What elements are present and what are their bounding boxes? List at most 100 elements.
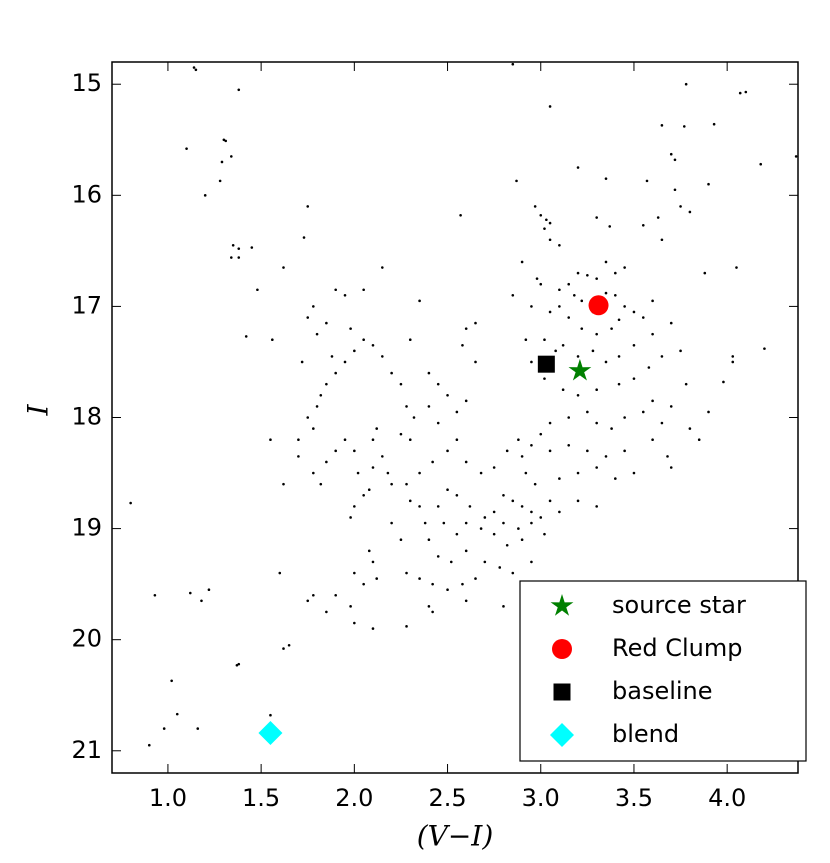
x-tick-label: 2.0 bbox=[335, 784, 373, 812]
star-point bbox=[647, 366, 651, 369]
star-point bbox=[162, 727, 166, 730]
star-point bbox=[641, 410, 645, 414]
star-point bbox=[548, 310, 552, 314]
star-point bbox=[459, 214, 462, 217]
star-point bbox=[399, 432, 403, 436]
star-point bbox=[617, 355, 621, 358]
star-point bbox=[455, 438, 459, 442]
star-point bbox=[524, 338, 528, 342]
star-point bbox=[520, 455, 524, 458]
star-point bbox=[586, 449, 589, 453]
star-point bbox=[479, 471, 483, 475]
star-point bbox=[558, 244, 561, 247]
star-point bbox=[614, 271, 617, 275]
star-point bbox=[170, 679, 173, 683]
marker bbox=[258, 721, 283, 746]
star-point bbox=[220, 160, 224, 164]
star-point bbox=[302, 236, 306, 239]
star-point bbox=[427, 605, 431, 608]
star-point bbox=[632, 377, 636, 380]
star-point bbox=[446, 488, 449, 492]
star-point bbox=[418, 577, 421, 580]
star-point bbox=[153, 593, 157, 597]
star-point bbox=[386, 471, 390, 475]
star-point bbox=[505, 543, 509, 547]
star-point bbox=[520, 538, 524, 542]
star-point bbox=[194, 68, 198, 72]
star-point bbox=[371, 343, 375, 347]
star-point bbox=[231, 244, 235, 247]
marker bbox=[588, 295, 609, 316]
star-point bbox=[474, 577, 477, 580]
star-point bbox=[567, 416, 571, 419]
star-point bbox=[312, 305, 315, 308]
x-tick-label: 4.0 bbox=[708, 784, 746, 812]
star-point bbox=[660, 421, 664, 425]
star-point bbox=[595, 216, 598, 219]
star-point bbox=[367, 549, 371, 553]
star-point bbox=[312, 593, 315, 597]
star-point bbox=[224, 139, 228, 143]
star-point bbox=[576, 271, 580, 275]
star-point bbox=[573, 293, 576, 297]
star-point bbox=[461, 343, 464, 347]
star-point bbox=[334, 371, 337, 375]
star-point bbox=[502, 493, 505, 497]
star-point bbox=[567, 443, 571, 447]
y-axis-label: I bbox=[22, 404, 55, 417]
star-point bbox=[408, 438, 412, 442]
star-point bbox=[455, 532, 459, 536]
star-point bbox=[707, 410, 710, 414]
star-point bbox=[371, 438, 375, 442]
x-tick-label: 1.5 bbox=[242, 784, 280, 812]
star-point bbox=[436, 555, 440, 558]
star-point bbox=[230, 155, 233, 158]
legend-box bbox=[519, 580, 807, 762]
star-point bbox=[306, 316, 310, 319]
star-point bbox=[502, 605, 505, 608]
star-point bbox=[515, 179, 518, 183]
y-tick-label: 21 bbox=[71, 736, 102, 764]
star-point bbox=[343, 360, 347, 364]
star-point bbox=[282, 647, 285, 650]
star-point bbox=[558, 477, 561, 480]
star-point bbox=[353, 505, 356, 508]
star-point bbox=[567, 316, 571, 319]
star-point bbox=[604, 177, 608, 180]
star-point bbox=[492, 510, 496, 514]
star-point bbox=[418, 505, 421, 508]
star-point bbox=[738, 91, 742, 95]
x-tick-label: 3.5 bbox=[615, 784, 653, 812]
star-point bbox=[595, 466, 598, 469]
y-tick-label: 16 bbox=[71, 180, 102, 208]
star-point bbox=[371, 560, 375, 564]
star-point bbox=[703, 271, 707, 275]
star-point bbox=[558, 305, 561, 308]
star-point bbox=[548, 105, 552, 108]
star-point bbox=[446, 588, 449, 591]
star-point bbox=[474, 360, 477, 364]
star-point bbox=[530, 305, 533, 308]
star-point bbox=[666, 455, 669, 458]
star-point bbox=[548, 449, 552, 453]
star-point bbox=[405, 405, 408, 408]
star-point bbox=[641, 224, 645, 227]
star-point bbox=[548, 238, 552, 242]
star-point bbox=[623, 449, 626, 453]
star-point bbox=[455, 493, 459, 497]
star-point bbox=[464, 521, 468, 525]
star-point bbox=[431, 460, 434, 464]
star-point bbox=[319, 393, 323, 397]
star-point bbox=[325, 460, 328, 464]
star-point bbox=[483, 516, 487, 519]
marker bbox=[568, 358, 592, 381]
star-point bbox=[371, 627, 375, 630]
legend-label: blend bbox=[612, 720, 679, 748]
star-point bbox=[539, 282, 543, 286]
star-point bbox=[230, 256, 233, 259]
star-point bbox=[591, 349, 595, 353]
star-point bbox=[530, 443, 533, 447]
star-point bbox=[617, 382, 621, 386]
y-tick-label: 18 bbox=[71, 403, 102, 431]
